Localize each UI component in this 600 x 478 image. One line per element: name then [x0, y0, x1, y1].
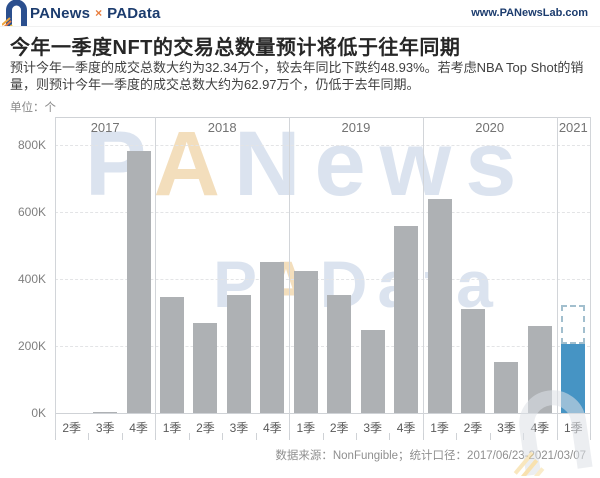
- bar-2018-1季: [160, 297, 184, 413]
- x-tick-label-2019-3季: 3季: [363, 421, 382, 435]
- x-axis-tick: [55, 433, 56, 440]
- bar-2019-2季: [327, 295, 351, 413]
- brand-padata: PAData: [107, 4, 161, 22]
- x-axis-tick: [189, 433, 190, 440]
- bar-2017-3季: [93, 412, 117, 413]
- y-tick-label-400K: 400K: [17, 272, 46, 286]
- x-axis-tick: [256, 433, 257, 440]
- brand-separator-icon: ×: [95, 6, 103, 20]
- x-tick-label-2020-4季: 4季: [530, 421, 550, 435]
- bar-2020-1季: [428, 199, 452, 413]
- description-text: 预计今年一季度的成交总数大约为32.34万个，较去年同比下跌约48.93%。若考…: [10, 60, 584, 92]
- x-tick-label-2019-2季: 2季: [329, 421, 349, 435]
- x-tick-label-2018-1季: 1季: [162, 421, 182, 435]
- x-axis-tick: [122, 433, 123, 440]
- bar-2019-1季: [294, 271, 318, 413]
- gridline-200K: [55, 346, 590, 347]
- bar-2018-3季: [227, 295, 251, 413]
- x-axis-line: [55, 413, 590, 414]
- y-tick-label-800K: 800K: [17, 138, 46, 152]
- year-separator: [155, 117, 156, 440]
- x-tick-label-2017-3季: 3季: [95, 421, 115, 435]
- x-axis-tick: [323, 433, 324, 440]
- bar-2019-4季: [394, 226, 418, 413]
- forecast-range-box: [561, 305, 585, 344]
- website-url: www.PANewsLab.com: [471, 7, 588, 19]
- bar-2019-3季: [361, 330, 385, 413]
- chart-top-border: [55, 117, 590, 118]
- panews-logo-icon: [2, 0, 27, 26]
- year-separator: [55, 117, 56, 440]
- year-separator: [557, 117, 558, 440]
- x-tick-label-2018-4季: 4季: [263, 421, 282, 435]
- watermark-letter: a: [456, 247, 503, 321]
- bar-2020-3季: [494, 362, 518, 413]
- y-tick-label-200K: 200K: [17, 339, 46, 353]
- x-tick-label-2019-4季: 4季: [396, 421, 416, 435]
- bar-2017-4季: [127, 151, 151, 413]
- watermark-letter: s: [465, 113, 531, 215]
- x-axis-tick: [389, 433, 390, 440]
- x-tick-label-2020-2季: 2季: [463, 421, 483, 435]
- x-axis-tick: [590, 433, 591, 440]
- unit-label: 单位：个: [10, 102, 56, 114]
- x-tick-label-2020-1季: 1季: [430, 421, 449, 435]
- x-axis-tick: [222, 433, 223, 440]
- page-title: 今年一季度NFT的交易总数量预计将低于往年同期: [10, 37, 461, 59]
- x-tick-label-2020-3季: 3季: [497, 421, 516, 435]
- data-source-note: 数据来源：NonFungible；统计口径：2017/06/23-2021/03…: [275, 450, 586, 462]
- x-tick-label-2019-1季: 1季: [296, 421, 316, 435]
- brand-panews: PANews: [30, 4, 91, 22]
- year-label-2019: 2019: [341, 120, 371, 135]
- gridline-800K: [55, 145, 590, 146]
- year-separator: [423, 117, 424, 440]
- x-axis-tick: [557, 433, 558, 440]
- year-label-2018: 2018: [207, 120, 237, 135]
- year-separator: [590, 117, 591, 440]
- watermark-letter: e: [314, 113, 380, 215]
- watermark-padata: PAData: [213, 246, 503, 322]
- bar-2018-2季: [193, 323, 217, 413]
- x-tick-label-2017-2季: 2季: [62, 421, 82, 435]
- x-axis-tick: [456, 433, 457, 440]
- bar-2018-4季: [260, 262, 284, 413]
- x-axis-tick: [356, 433, 357, 440]
- y-tick-label-0K: 0K: [31, 406, 46, 420]
- watermark-letter: w: [379, 113, 466, 215]
- logo-watermark-icon: [513, 390, 593, 476]
- x-tick-label-2018-3季: 3季: [229, 421, 249, 435]
- x-axis-tick: [490, 433, 491, 440]
- header: PANews × PAData www.PANewsLab.com: [0, 0, 600, 27]
- gridline-600K: [55, 212, 590, 213]
- x-tick-label-2018-2季: 2季: [196, 421, 215, 435]
- x-axis-tick: [155, 433, 156, 440]
- year-label-2017: 2017: [90, 120, 120, 135]
- x-axis-tick: [289, 433, 290, 440]
- x-tick-label-2017-4季: 4季: [129, 421, 148, 435]
- x-axis-tick: [88, 433, 89, 440]
- y-tick-label-600K: 600K: [17, 205, 46, 219]
- gridline-400K: [55, 279, 590, 280]
- year-separator: [289, 117, 290, 440]
- year-label-2020: 2020: [475, 120, 505, 135]
- bar-2020-2季: [461, 309, 485, 413]
- watermark-letter: A: [153, 113, 234, 215]
- year-label-2021: 2021: [558, 120, 588, 135]
- x-axis-tick: [423, 433, 424, 440]
